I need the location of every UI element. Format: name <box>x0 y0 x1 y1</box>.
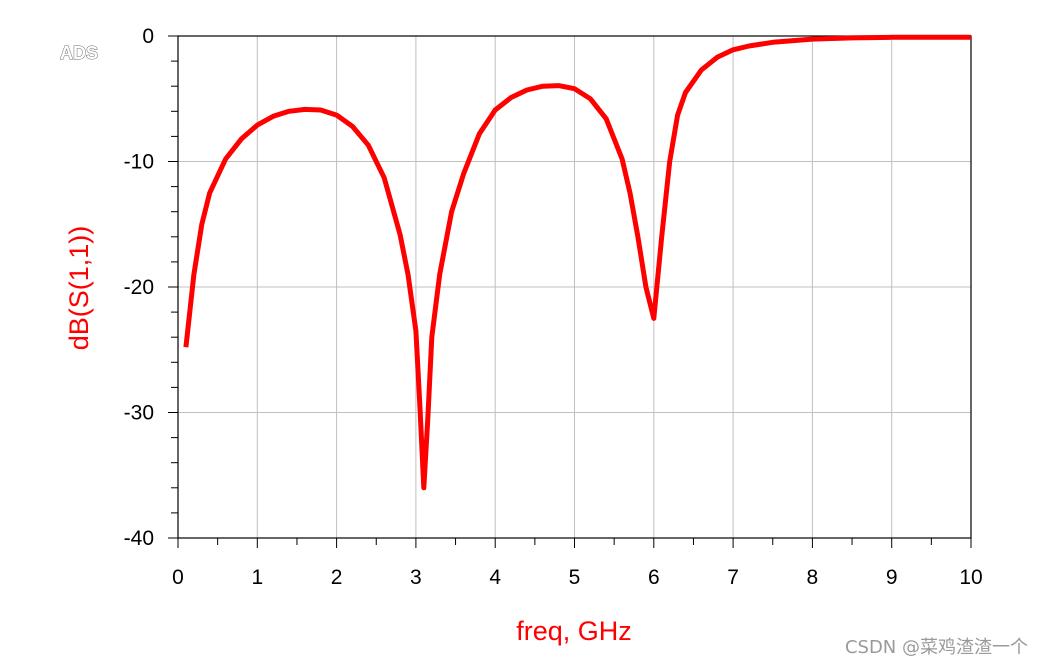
plot-frame <box>177 35 972 539</box>
x-tick-label: 1 <box>251 566 263 589</box>
y-tick-label: 0 <box>142 25 154 48</box>
x-tick-label: 10 <box>959 566 982 589</box>
x-tick-label: 0 <box>172 566 184 589</box>
y-tick-label: -40 <box>124 527 154 550</box>
y-tick-label: -10 <box>124 151 154 174</box>
axis-ticks <box>168 35 972 548</box>
x-tick-label: 5 <box>569 566 581 589</box>
y-tick-labels: 0 -10 -20 -30 -40 <box>124 25 154 550</box>
x-tick-label: 4 <box>489 566 501 589</box>
y-tick-label: -30 <box>124 402 154 425</box>
series-layer <box>183 34 971 491</box>
ads-logo: ADS <box>60 43 98 63</box>
x-tick-labels: 0 1 2 3 4 5 6 7 8 9 10 <box>172 566 983 589</box>
x-tick-label: 9 <box>886 566 898 589</box>
x-tick-label: 6 <box>648 566 660 589</box>
x-tick-label: 7 <box>727 566 739 589</box>
watermark: CSDN @菜鸡渣渣一个 <box>844 637 1028 658</box>
x-tick-label: 2 <box>331 566 343 589</box>
x-tick-label: 3 <box>410 566 422 589</box>
series-line <box>183 34 971 491</box>
x-axis-label: freq, GHz <box>516 616 632 646</box>
y-tick-label: -20 <box>124 276 154 299</box>
y-axis-label: dB(S(1,1)) <box>64 226 94 351</box>
x-tick-label: 8 <box>807 566 819 589</box>
